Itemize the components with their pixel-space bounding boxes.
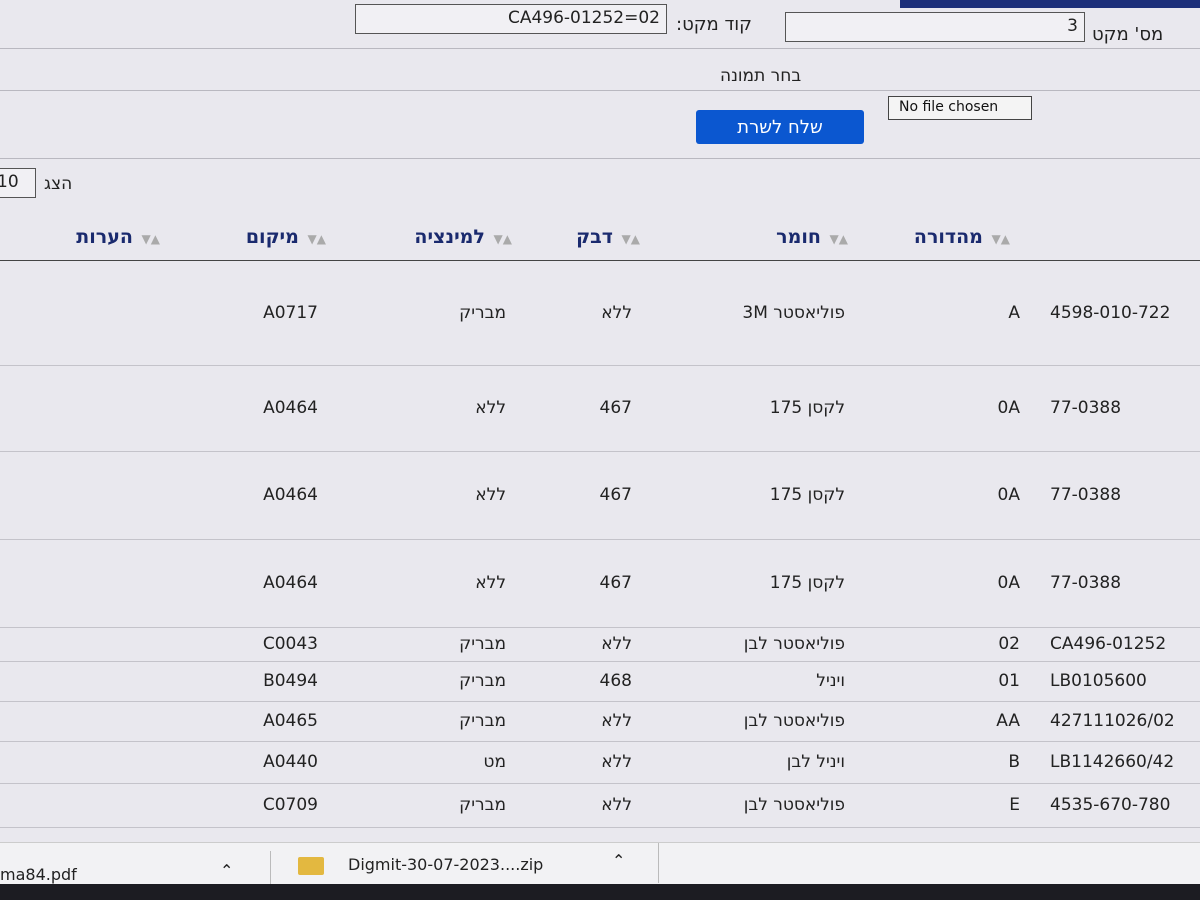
cell-material: לקסן 175 [769,485,845,505]
taskbar [0,884,1200,900]
cell-material: פוליאסטר 3M [742,303,845,323]
cell-lamination: מבריק [459,711,506,731]
divider [658,843,659,883]
page-size-select[interactable]: 10 [0,168,36,198]
cell-glue: ללא [601,752,632,772]
cell-material: לקסן 175 [769,573,845,593]
table-row[interactable]: 4598-010-722 A פוליאסטר 3M ללא מבריק A0717 [0,262,1200,366]
download-item[interactable]: ma84.pdf [0,865,77,884]
image-label: בחר תמונה [720,66,802,86]
cell-code: 77-0388 [1050,573,1122,593]
cell-version: 0A [997,573,1020,593]
table-row[interactable]: 77-0388 0A לקסן 175 467 ללא A0464 [0,452,1200,540]
show-label: הצג [44,174,73,194]
divider [270,851,271,889]
cell-glue: 468 [599,671,632,691]
cell-glue: ללא [601,795,632,815]
cell-material: פוליאסטר לבן [743,795,845,815]
cell-lamination: מבריק [459,303,506,323]
cell-code: LB1142660/42 [1050,752,1175,772]
cell-code: 4598-010-722 [1050,303,1171,323]
header-notes[interactable]: ▲▼ הערות [76,226,160,248]
cell-location: A0440 [263,752,318,772]
cell-version: B [1008,752,1020,772]
header-lamination[interactable]: ▲▼ למינציה [414,226,512,248]
cell-location: B0494 [263,671,318,691]
table-row[interactable]: LB0105600 01 ויניל 468 מבריק B0494 [0,662,1200,702]
cell-location: C0043 [262,634,318,654]
header-glue[interactable]: ▲▼ דבק [576,226,640,248]
table-row[interactable]: 4535-670-780 E פוליאסטר לבן ללא מבריק C0709 [0,784,1200,828]
table-row[interactable]: LB1142660/42 B ויניל לבן ללא מט A0440 [0,742,1200,784]
code-label: קוד מקט: [676,14,752,35]
cell-location: A0464 [263,398,318,418]
cell-code: CA496-01252 [1050,634,1167,654]
table-row[interactable]: 427111026/02 AA פוליאסטר לבן ללא מבריק A0465 [0,702,1200,742]
cell-glue: ללא [601,303,632,323]
cell-code: 4535-670-780 [1050,795,1171,815]
file-input[interactable]: No file chosen [888,96,1032,120]
cell-material: פוליאסטר לבן [743,634,845,654]
cell-material: ויניל [816,671,845,691]
header-material[interactable]: ▲▼ חומר [776,226,848,248]
sort-icon: ▲▼ [307,232,326,246]
sort-icon: ▲▼ [621,232,640,246]
chevron-up-icon[interactable]: ⌃ [612,851,626,870]
download-item[interactable]: Digmit-30-07-2023....zip [348,855,544,874]
cell-code: 427111026/02 [1050,711,1175,731]
table-row[interactable]: 77-0388 0A לקסן 175 467 ללא A0464 [0,366,1200,452]
table-row[interactable]: CA496-01252 02 פוליאסטר לבן ללא מבריק C0043 [0,628,1200,662]
sort-icon: ▲▼ [493,232,512,246]
cell-lamination: מבריק [459,634,506,654]
cell-lamination: מבריק [459,795,506,815]
cell-version: AA [996,711,1020,731]
divider [0,158,1200,159]
header-version[interactable]: ▲▼ מהדורה [913,226,1010,248]
sort-icon: ▲▼ [141,232,160,246]
cell-glue: ללא [601,634,632,654]
cell-glue: 467 [599,398,632,418]
cell-location: A0464 [263,485,318,505]
cell-material: ויניל לבן [786,752,845,772]
cell-glue: 467 [599,573,632,593]
header-location[interactable]: ▲▼ מיקום [245,226,326,248]
sort-icon: ▲▼ [829,232,848,246]
cell-location: A0465 [263,711,318,731]
cell-lamination: ללא [475,485,506,505]
cell-material: לקסן 175 [769,398,845,418]
cell-code: 77-0388 [1050,485,1122,505]
cell-version: E [1009,795,1020,815]
table-row[interactable]: 77-0388 0A לקסן 175 467 ללא A0464 [0,540,1200,628]
cell-material: פוליאסטר לבן [743,711,845,731]
divider [0,90,1200,91]
qty-input[interactable]: 3 [785,12,1085,42]
divider [0,48,1200,49]
cell-code: LB0105600 [1050,671,1147,691]
cell-lamination: מבריק [459,671,506,691]
header-divider [0,260,1200,261]
sort-icon: ▲▼ [991,232,1010,246]
cell-location: A0717 [263,303,318,323]
code-input[interactable]: CA496-01252=02 [355,4,667,34]
cell-location: C0709 [262,795,318,815]
cell-version: 0A [997,485,1020,505]
cell-version: 01 [998,671,1020,691]
cell-lamination: מט [483,752,506,772]
cell-glue: ללא [601,711,632,731]
cell-lamination: ללא [475,398,506,418]
cell-code: 77-0388 [1050,398,1122,418]
cell-version: 02 [998,634,1020,654]
header-bar [900,0,1200,8]
submit-button[interactable]: שלח לשרת [696,110,864,144]
cell-lamination: ללא [475,573,506,593]
zip-folder-icon [298,857,324,875]
chevron-up-icon[interactable]: ⌃ [220,861,234,880]
cell-version: 0A [997,398,1020,418]
qty-label: מס' מקט [1092,24,1164,45]
cell-version: A [1008,303,1020,323]
cell-glue: 467 [599,485,632,505]
cell-location: A0464 [263,573,318,593]
